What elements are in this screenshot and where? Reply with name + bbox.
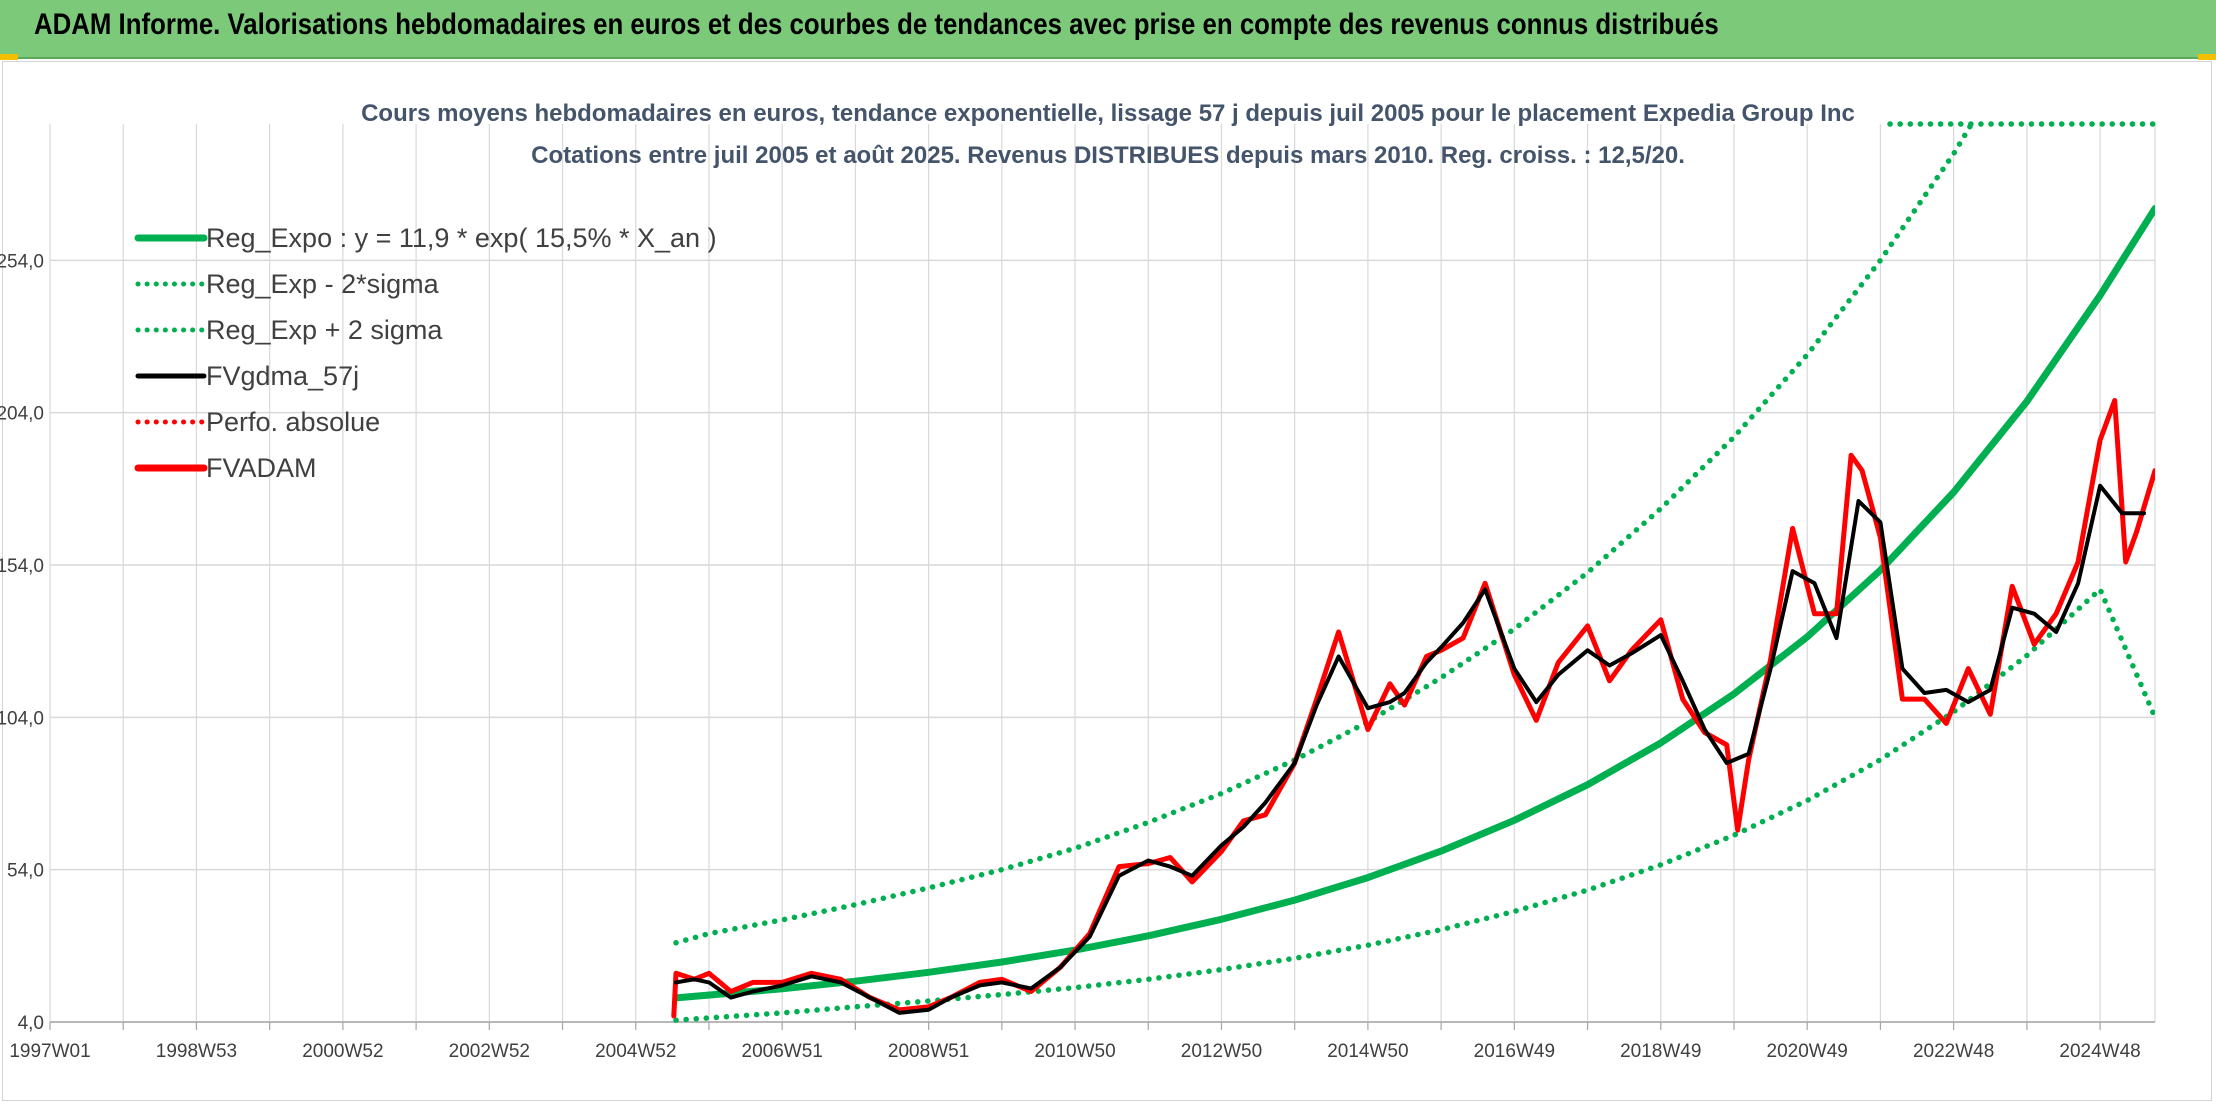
y-tick-label: 104,0 [0,708,44,729]
gridlines [49,124,2156,1023]
x-tick-label: 2016W49 [1474,1041,1555,1062]
trend-line [672,205,2155,1002]
report-title: ADAM Informe. Valorisations hebdomadaire… [34,8,1719,41]
legend-label: Reg_Expo : y = 11,9 * exp( 15,5% * X_an … [206,223,717,253]
x-tick-label: 2020W49 [1767,1041,1848,1062]
x-tick-label: 2014W50 [1327,1041,1408,1062]
x-tick-label: 1998W53 [156,1041,237,1062]
chart-title: Cours moyens hebdomadaires en euros, ten… [361,100,1855,127]
legend-label: Reg_Exp + 2 sigma [206,315,443,345]
y-tick-label: 154,0 [0,556,44,577]
legend-label: FVADAM [206,453,317,483]
series-layer [671,124,2155,1023]
y-tick-label: 254,0 [0,251,44,272]
chart-subtitle: Cotations entre juil 2005 et août 2025. … [531,142,1685,169]
x-tick-label: 2012W50 [1181,1041,1262,1062]
x-tick-label: 2022W48 [1913,1041,1994,1062]
moving-average-line [674,483,2146,1015]
x-tick-label: 2000W52 [302,1041,383,1062]
banner-corner-left [0,54,18,60]
lower-band-line [673,586,2155,1023]
y-tick-label: 54,0 [7,861,44,882]
legend-label: Perfo. absolue [206,407,380,437]
legend-label: Reg_Exp - 2*sigma [206,269,440,299]
chart-frame [2,61,2212,1101]
price-line [671,398,2155,1019]
legend-label: FVgdma_57j [206,361,359,391]
x-tick-label: 2004W52 [595,1041,676,1062]
legend: Reg_Expo : y = 11,9 * exp( 15,5% * X_an … [134,223,717,483]
y-tick-label: 204,0 [0,404,44,425]
x-tick-label: 2024W48 [2059,1041,2140,1062]
banner-corner-right [2198,54,2216,60]
report-banner: ADAM Informe. Valorisations hebdomadaire… [0,0,2216,59]
x-tick-label: 2002W52 [449,1041,530,1062]
axes: 4,0 54,0 104,0 154,0 204,0 254,0 1997W01 1998W5… [0,251,2155,1062]
x-tick-label: 2008W51 [888,1041,969,1062]
x-tick-label: 2006W51 [742,1041,823,1062]
x-tick-label: 2010W50 [1034,1041,1115,1062]
y-tick-label: 4,0 [18,1013,44,1034]
x-tick-label: 1997W01 [9,1041,90,1062]
x-tick-label: 2018W49 [1620,1041,1701,1062]
